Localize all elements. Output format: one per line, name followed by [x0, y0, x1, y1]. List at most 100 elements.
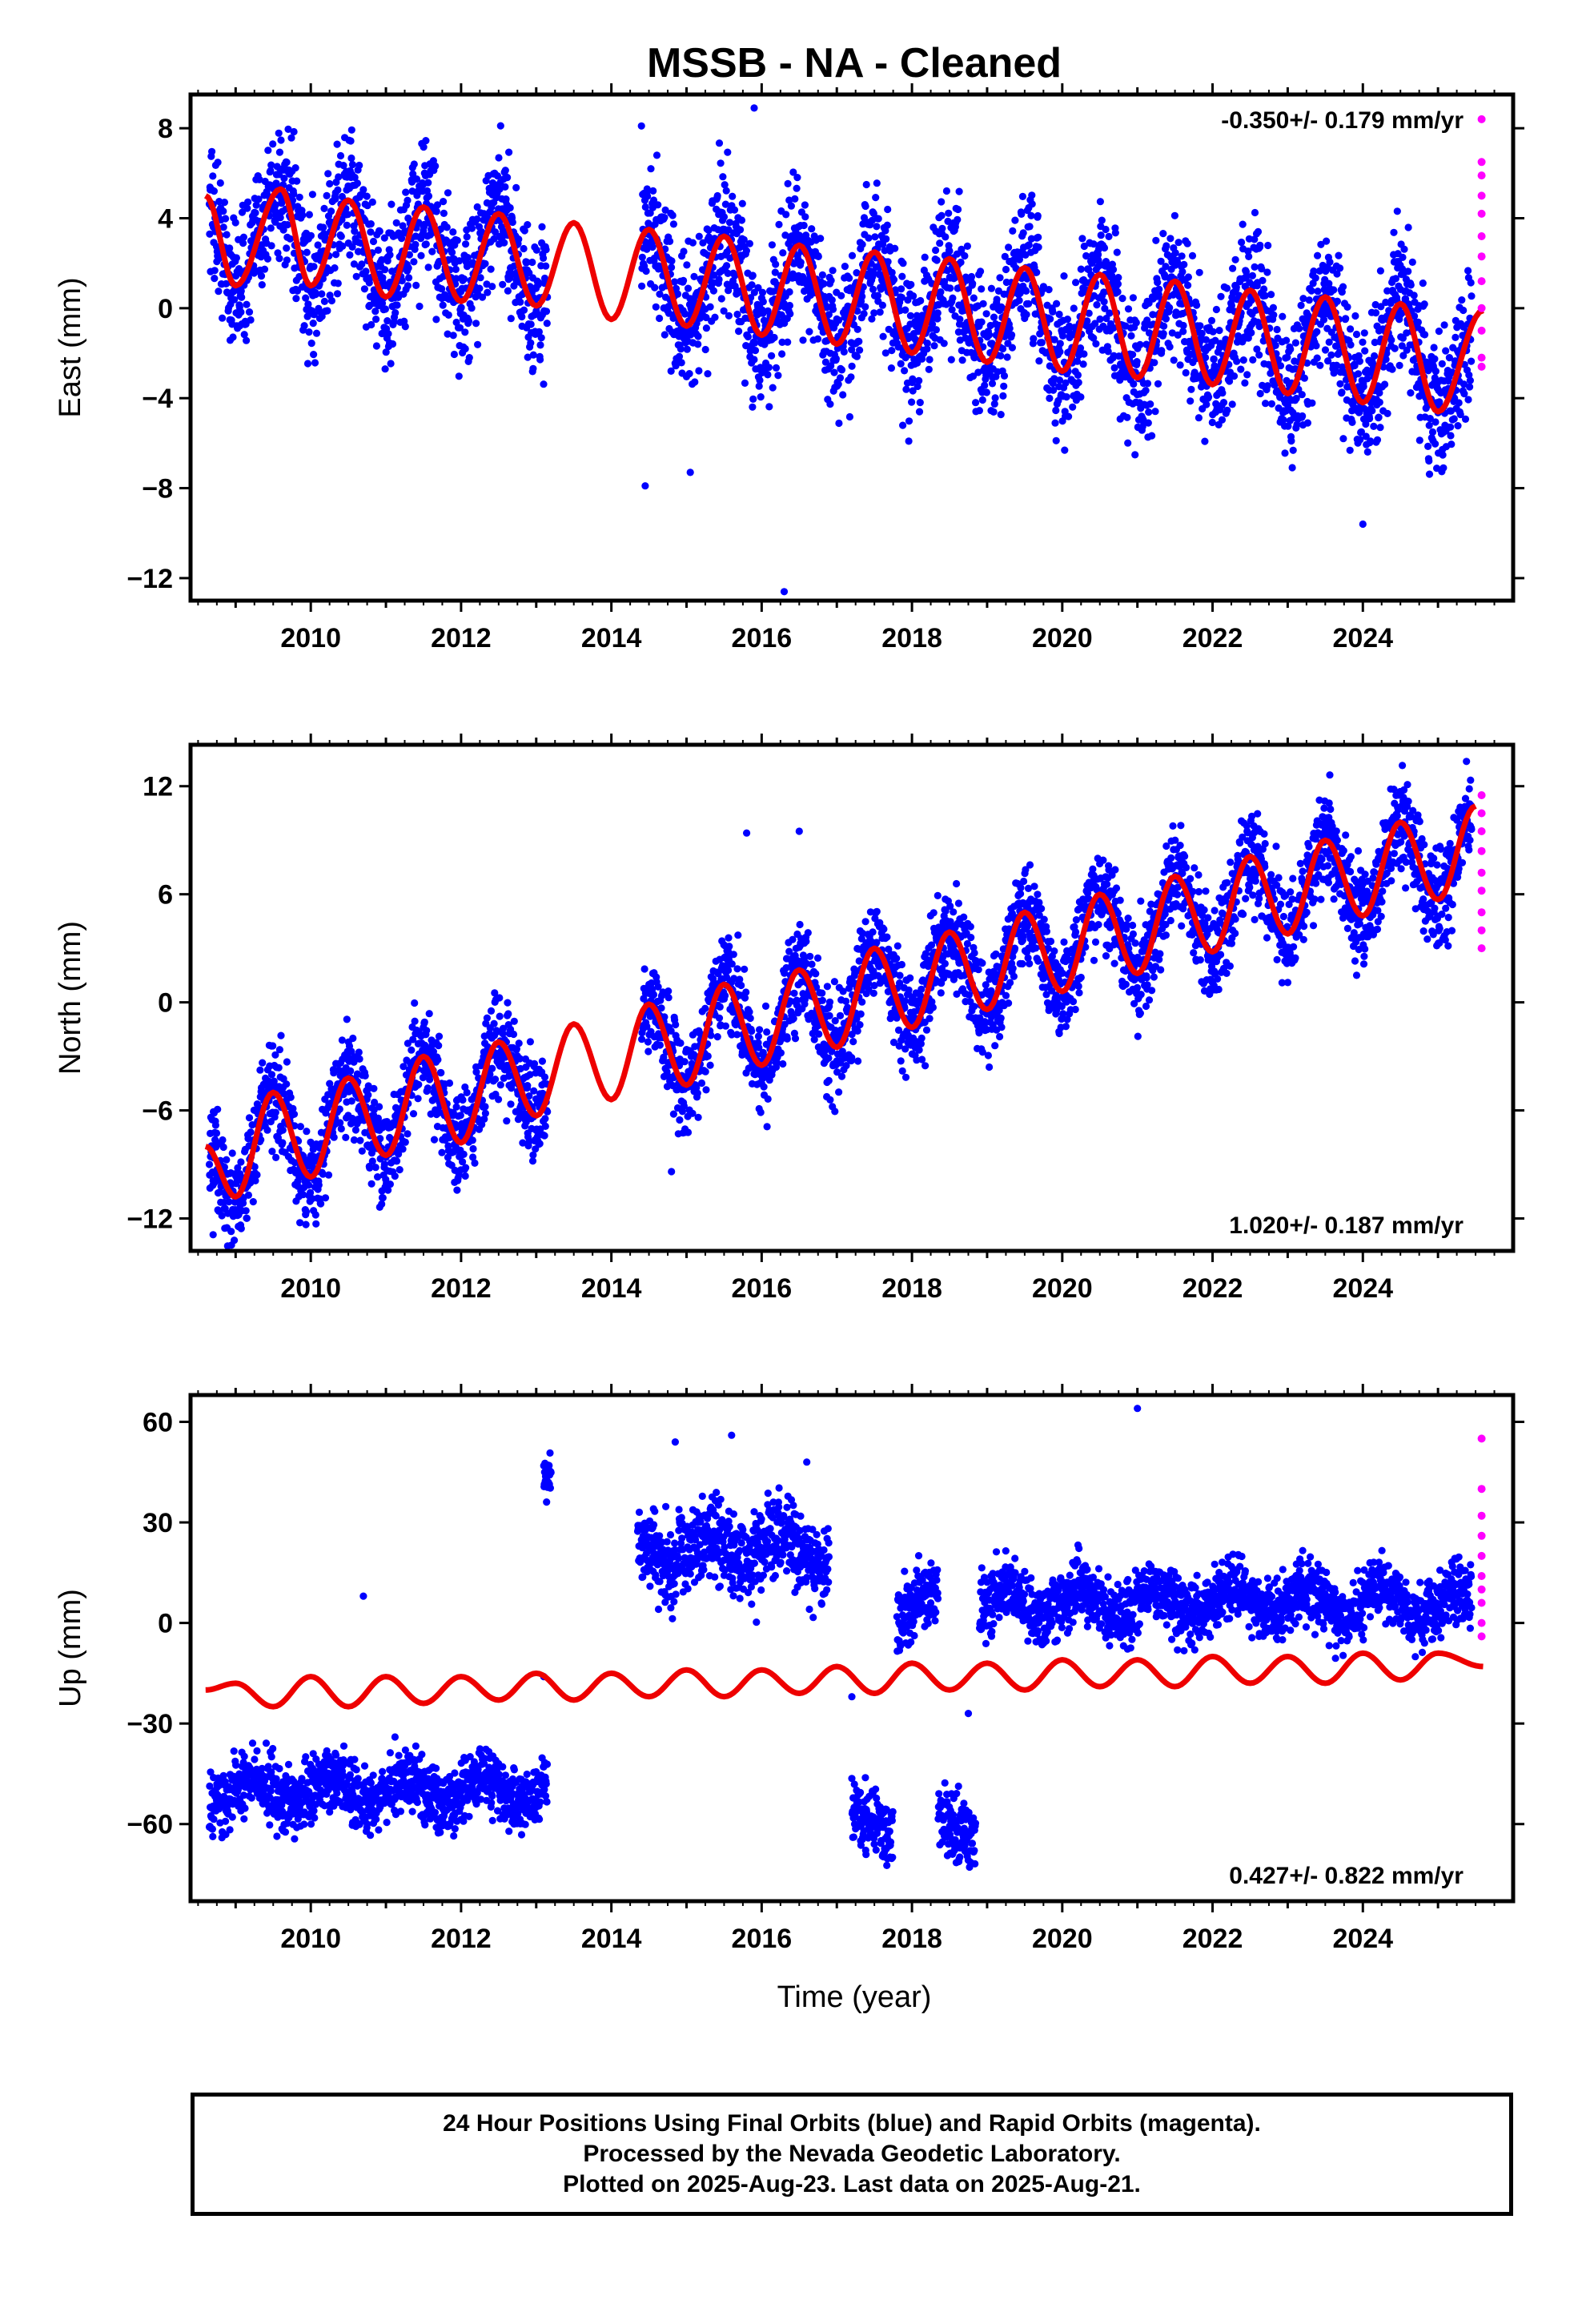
plot-frame: [188, 92, 1516, 603]
data-point: [1228, 400, 1236, 408]
data-point: [1431, 440, 1439, 448]
y-tick-label: 8: [158, 114, 173, 144]
data-point: [884, 205, 892, 214]
data-point: [296, 1123, 304, 1131]
data-point: [358, 1147, 366, 1155]
data-point: [649, 187, 657, 195]
data-point: [1110, 364, 1118, 372]
data-point: [1447, 440, 1456, 448]
data-point: [673, 290, 682, 298]
data-point: [535, 328, 544, 336]
data-point: [1295, 324, 1303, 332]
data-point: [1050, 336, 1058, 344]
data-point: [393, 1157, 401, 1165]
data-point: [938, 198, 946, 206]
data-point: [518, 312, 526, 321]
data-point: [1231, 255, 1239, 263]
data-point: [731, 271, 739, 279]
data-point: [845, 412, 853, 421]
data-point: [239, 233, 247, 241]
data-point: [274, 249, 282, 257]
data-point: [1447, 423, 1455, 431]
data-point: [296, 1219, 304, 1227]
data-point: [1219, 389, 1227, 397]
data-point: [411, 999, 419, 1007]
data-point: [884, 258, 892, 266]
data-point: [524, 353, 532, 361]
data-point: [303, 248, 311, 256]
data-point: [412, 240, 420, 248]
data-point: [404, 282, 412, 290]
data-point: [256, 1066, 264, 1074]
data-point: [1074, 371, 1082, 379]
data-point: [399, 222, 407, 230]
data-point: [1256, 241, 1264, 249]
data-point: [888, 268, 896, 276]
data-point: [1015, 296, 1023, 304]
data-point: [1323, 237, 1331, 245]
data-point: [350, 1136, 358, 1144]
data-point: [257, 272, 266, 280]
data-point: [383, 317, 391, 325]
data-point: [856, 346, 864, 354]
y-tick-label: −4: [142, 384, 173, 414]
data-point: [757, 393, 765, 401]
data-point: [1253, 345, 1261, 353]
outlier-point: [686, 468, 694, 476]
data-point: [881, 247, 889, 255]
data-point: [774, 372, 782, 380]
data-point: [1455, 399, 1463, 407]
data-point: [335, 1105, 343, 1113]
data-point: [360, 285, 368, 293]
data-point: [997, 411, 1005, 419]
data-point: [1390, 228, 1398, 236]
data-point: [229, 333, 237, 341]
data-point: [1038, 339, 1046, 347]
data-point: [930, 342, 938, 350]
data-point: [823, 304, 831, 312]
data-point: [1241, 379, 1249, 387]
data-point: [1166, 235, 1174, 243]
data-point: [881, 349, 889, 357]
data-point: [751, 339, 759, 347]
data-point: [1006, 324, 1014, 332]
data-point: [1373, 436, 1382, 444]
data-point: [536, 1140, 544, 1148]
data-point: [215, 287, 223, 296]
data-point: [461, 328, 469, 336]
data-point: [214, 1105, 222, 1113]
data-point: [733, 310, 741, 319]
data-point: [368, 198, 376, 206]
data-point: [275, 148, 283, 156]
data-point: [495, 154, 503, 162]
data-point: [1381, 380, 1389, 388]
data-point: [751, 347, 760, 355]
data-point: [1090, 334, 1098, 342]
data-point: [279, 1126, 287, 1134]
data-point: [237, 287, 245, 295]
data-point: [1362, 420, 1370, 428]
data-point: [424, 192, 433, 200]
data-point: [481, 259, 489, 267]
data-point: [677, 345, 685, 353]
data-point: [1371, 352, 1379, 360]
data-point: [461, 344, 469, 353]
data-point: [1263, 268, 1271, 276]
data-point: [347, 1047, 355, 1055]
data-point: [1000, 382, 1008, 390]
data-point: [1069, 403, 1077, 411]
data-point: [940, 340, 948, 348]
data-point: [392, 219, 400, 227]
data-point: [1435, 328, 1443, 336]
data-point: [538, 223, 546, 231]
data-point: [460, 1150, 468, 1158]
data-point: [474, 340, 482, 348]
data-point: [1184, 281, 1192, 289]
data-point: [438, 1148, 446, 1156]
data-point: [942, 233, 950, 241]
data-point: [1145, 408, 1153, 416]
data-point: [1076, 344, 1085, 352]
data-point: [371, 308, 379, 316]
data-point: [683, 261, 691, 269]
data-point: [263, 255, 271, 263]
